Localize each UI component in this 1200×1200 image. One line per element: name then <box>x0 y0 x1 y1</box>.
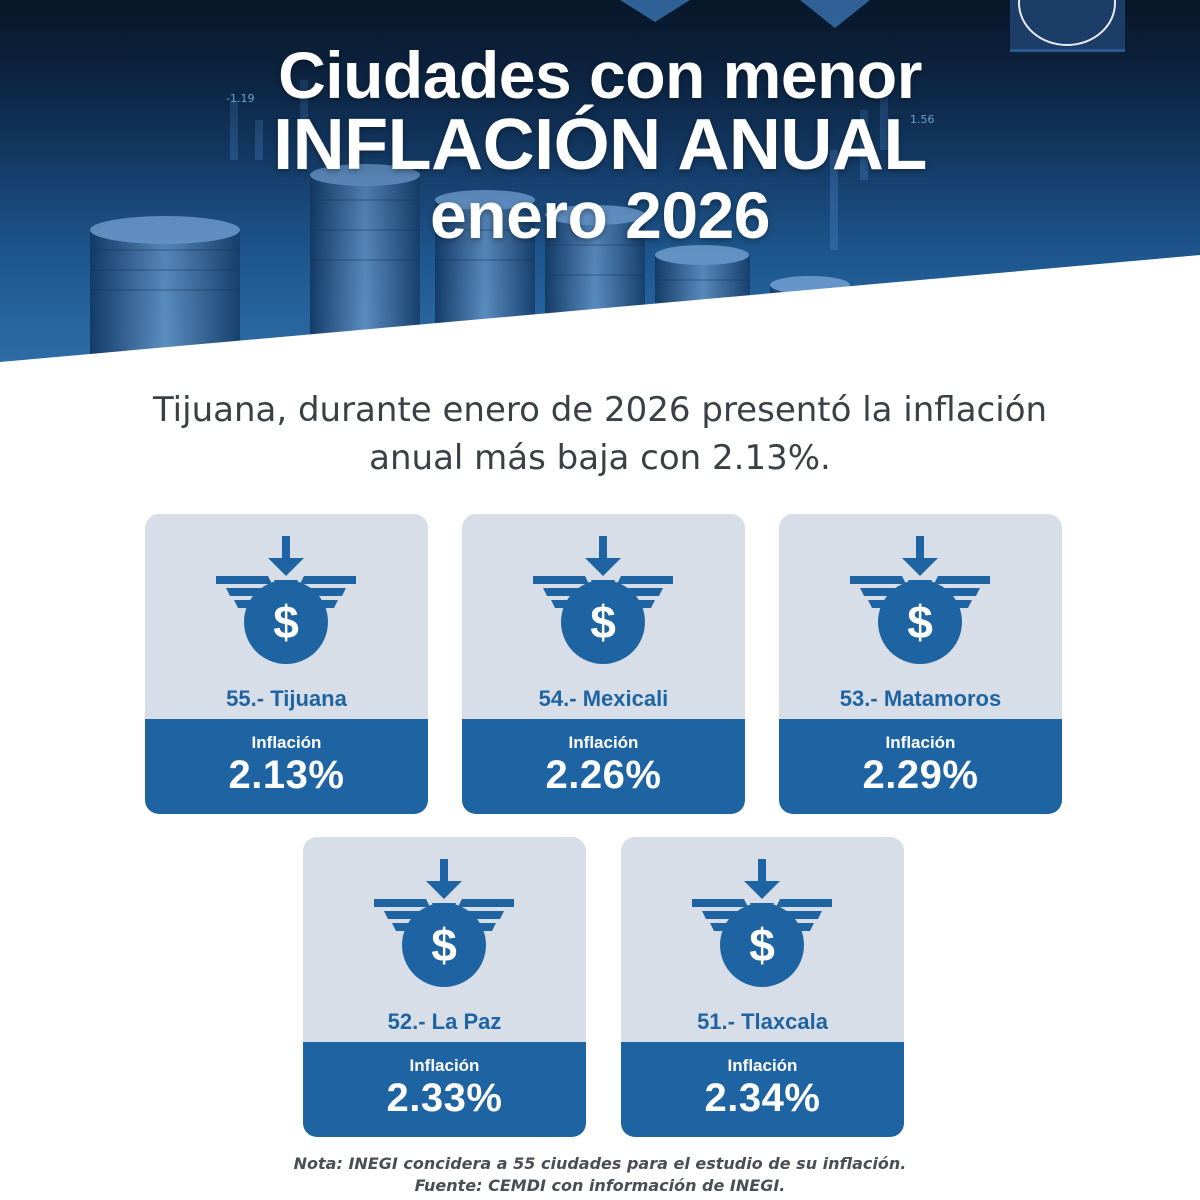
title-line-1: Ciudades con menor <box>278 38 922 112</box>
inflation-band: Inflación 2.33% <box>303 1042 586 1137</box>
city-name: 55.- Tijuana <box>226 686 347 711</box>
title-line-2: INFLACIÓN ANUAL <box>273 105 927 185</box>
money-bag-down-arrow-icon <box>533 536 673 664</box>
inflation-band: Inflación 2.13% <box>145 719 428 814</box>
inflation-band: Inflación 2.29% <box>779 719 1062 814</box>
money-bag-down-arrow-icon <box>216 536 356 664</box>
page-title: Ciudades con menor INFLACIÓN ANUAL enero… <box>0 40 1200 250</box>
city-name: 53.- Matamoros <box>839 686 1002 711</box>
footer-notes: Nota: INEGI concidera a 55 ciudades para… <box>0 1153 1200 1197</box>
inflation-label: Inflación <box>409 1056 480 1075</box>
cemdi-logo-badge <box>1010 0 1125 52</box>
inflation-label: Inflación <box>568 733 639 752</box>
ticker-label-right: 1.56 <box>910 113 935 126</box>
city-card-tlaxcala: 51.- Tlaxcala Inflación 2.34% <box>621 837 904 1137</box>
money-bag-down-arrow-icon <box>692 859 832 987</box>
inflation-value: 2.29% <box>862 753 979 797</box>
summary-text: Tijuana, durante enero de 2026 presentó … <box>80 386 1120 482</box>
inflation-label: Inflación <box>251 733 322 752</box>
inflation-label: Inflación <box>727 1056 798 1075</box>
money-bag-down-arrow-icon <box>850 536 990 664</box>
city-card-la-paz: 52.- La Paz Inflación 2.33% <box>303 837 586 1137</box>
footer-source: Fuente: CEMDI con información de INEGI. <box>414 1176 786 1195</box>
footer-note: Nota: INEGI concidera a 55 ciudades para… <box>293 1154 907 1173</box>
money-bag-down-arrow-icon <box>374 859 514 987</box>
inflation-band: Inflación 2.34% <box>621 1042 904 1137</box>
city-card-mexicali: 54.- Mexicali Inflación 2.26% <box>462 514 745 814</box>
inflation-label: Inflación <box>885 733 956 752</box>
ticker-label-left: -1.19 <box>226 92 255 105</box>
inflation-value: 2.13% <box>228 753 345 797</box>
coins-background-illustration <box>0 0 1200 370</box>
hero-banner: -1.19 1.56 Ciudades con menor INFLACIÓN … <box>0 0 1200 370</box>
title-line-3: enero 2026 <box>430 178 770 252</box>
inflation-value: 2.34% <box>704 1076 821 1120</box>
city-name: 52.- La Paz <box>387 1009 502 1034</box>
inflation-band: Inflación 2.26% <box>462 719 745 814</box>
city-card-tijuana: 55.- Tijuana Inflación 2.13% <box>145 514 428 814</box>
summary-line-2: anual más baja con 2.13%. <box>369 438 831 478</box>
city-name: 54.- Mexicali <box>538 686 669 711</box>
city-name: 51.- Tlaxcala <box>697 1009 828 1034</box>
summary-line-1: Tijuana, durante enero de 2026 presentó … <box>152 390 1048 430</box>
inflation-value: 2.26% <box>545 753 662 797</box>
city-card-matamoros: 53.- Matamoros Inflación 2.29% <box>779 514 1062 814</box>
inflation-value: 2.33% <box>386 1076 503 1120</box>
